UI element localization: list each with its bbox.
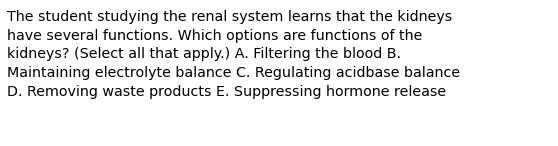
Text: The student studying the renal system learns that the kidneys
have several funct: The student studying the renal system le…	[7, 10, 460, 99]
